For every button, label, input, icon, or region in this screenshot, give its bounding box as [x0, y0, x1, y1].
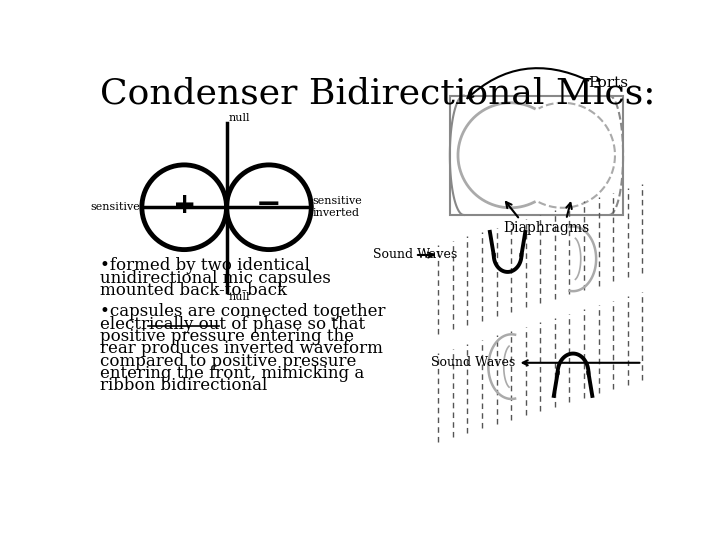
Text: ribbon bidirectional: ribbon bidirectional: [99, 377, 266, 394]
Text: mounted back-to-back: mounted back-to-back: [99, 282, 287, 299]
Text: Sound Waves: Sound Waves: [431, 356, 639, 369]
Text: +: +: [173, 191, 196, 219]
Text: electrically out of phase so that: electrically out of phase so that: [99, 316, 364, 333]
Bar: [450, 96, 623, 215]
Text: compared to positive pressure: compared to positive pressure: [99, 353, 356, 370]
Text: positive pressure entering the: positive pressure entering the: [99, 328, 354, 345]
Text: sensitive: sensitive: [91, 202, 140, 212]
Text: Ports: Ports: [588, 76, 629, 90]
Text: null: null: [228, 292, 250, 302]
Text: entering the front, mimicking a: entering the front, mimicking a: [99, 365, 364, 382]
Text: unidirectional mic capsules: unidirectional mic capsules: [99, 269, 330, 287]
Text: Condenser Bidirectional Mics:: Condenser Bidirectional Mics:: [99, 76, 655, 110]
Text: rear produces inverted waveform: rear produces inverted waveform: [99, 340, 382, 357]
Text: •formed by two identical: •formed by two identical: [99, 257, 310, 274]
Text: null: null: [228, 112, 250, 123]
Text: Sound Waves: Sound Waves: [373, 248, 457, 261]
Text: Diaphragms: Diaphragms: [504, 221, 590, 235]
Text: −: −: [256, 191, 282, 219]
Text: sensitive
inverted: sensitive inverted: [312, 197, 363, 218]
Text: •capsules are connected together: •capsules are connected together: [99, 303, 385, 321]
